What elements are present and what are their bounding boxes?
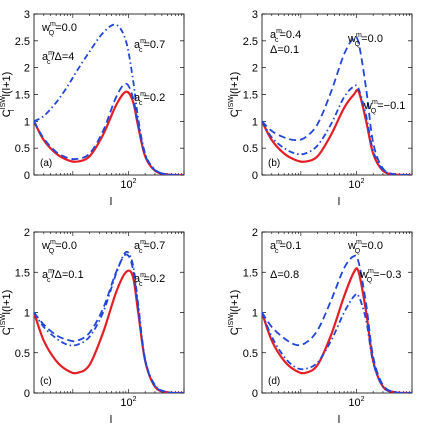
y-tick-label: 2 [24,227,30,239]
x-axis-label: l [338,196,340,208]
annotation-ac-1: am c/Δ=4 [42,50,74,66]
y-tick-label: 0 [252,388,258,400]
annotation-wQ-3: wm Q=−0.1 [363,99,405,115]
y-tick-label: 3 [252,9,258,21]
y-axis-label: CISWl l(l+1) [228,290,244,336]
series-line-dashdot [34,250,184,393]
annotation-ac-0: am c=0.1 [270,239,301,255]
y-tick-label: 0 [24,388,30,400]
panel-label: (c) [40,376,52,387]
y-tick-label: 1.5 [15,90,30,102]
y-axis-label: CISWl l(l+1) [228,72,244,118]
series-line-dashdot [262,292,412,393]
panel-b: 0 0.5 1 1.5 2 2.5 3 102 l CISWl l(l+1) am c=0.4Δ=0.… [228,9,413,208]
y-tick-label: 0.5 [15,348,30,360]
y-tick-label: 0 [252,170,258,182]
y-tick-label: 2.5 [243,36,258,48]
series-line-dashed [34,82,184,175]
y-tick-label: 2 [252,63,258,75]
y-tick-label: 1.5 [243,90,258,102]
panel-d: 0 0.5 1 1.5 2 102 l CISWl l(l+1) am c=0.1 Δ=0.8 wm Q… [228,227,413,426]
annotation-delta-1: Δ=0.8 [270,269,299,281]
y-tick-label: 0.5 [243,348,258,360]
y-tick-label: 0.5 [243,143,258,155]
panel-label: (b) [268,158,280,169]
annotation-delta-1: Δ=0.1 [270,44,299,56]
x-axis-label: l [110,196,112,208]
y-tick-label: 1 [24,308,30,320]
annotation-wQ-2: wm Q=0.0 [347,32,383,48]
series-line-solid [34,269,184,393]
x-tick-label: 102 [348,396,364,409]
y-tick-label: 0.5 [15,143,30,155]
y-tick-label: 2 [24,63,30,75]
annotation-wQ-0: wm Q=0.0 [41,239,77,255]
annotation-wQ-3: wm Q=−0.3 [359,268,401,284]
y-axis-label: CISWl l(l+1) [0,72,16,118]
x-axis-label: l [110,414,112,426]
y-tick-label: 1 [252,308,258,320]
annotation-wQ-2: wm Q=0.0 [347,239,383,255]
panel-a: 0 0.5 1 1.5 2 2.5 3 102 l CISWl l(l+1) wm Q=0.0 am c/… [0,9,185,208]
y-tick-label: 2.5 [15,36,30,48]
y-tick-label: 1 [24,116,30,128]
y-tick-label: 3 [24,9,30,21]
annotation-ac-1: am c/Δ=0.1 [42,268,84,284]
y-tick-label: 2 [252,227,258,239]
plot-frame [261,231,413,394]
panel-label: (a) [40,158,52,169]
annotation-ac-0: am c=0.4 [270,28,301,44]
panel-label: (d) [268,376,280,387]
panel-c: 0 0.5 1 1.5 2 102 l CISWl l(l+1) wm Q=0.0 am c/Δ=0.… [0,227,185,426]
x-tick-label: 102 [120,396,136,409]
annotation-ac-2: am c=0.7 [134,239,165,255]
x-axis-label: l [338,414,340,426]
y-tick-label: 1.5 [15,267,30,279]
annotation-ac-2: am c=0.7 [134,38,165,54]
series-line-dashed [262,254,412,393]
annotation-ac-3: am c=0.2 [134,91,165,107]
annotation-ac-3: am c=0.2 [134,272,165,288]
y-tick-label: 0 [24,170,30,182]
y-axis-label: CISWl l(l+1) [0,290,16,336]
series-line-dashdot [262,84,412,175]
x-tick-label: 102 [348,178,364,191]
y-tick-label: 1 [252,116,258,128]
annotation-wQ-0: wm Q=0.0 [41,21,77,37]
series-line-solid [34,90,184,175]
x-tick-label: 102 [120,178,136,191]
y-tick-label: 1.5 [243,267,258,279]
